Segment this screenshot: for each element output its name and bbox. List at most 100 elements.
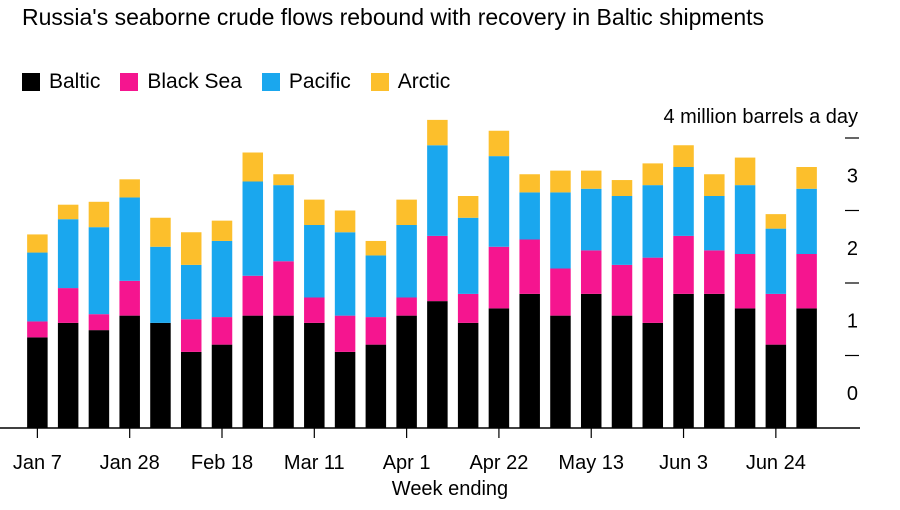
bar-black-sea-18 — [550, 268, 571, 316]
legend-label-arctic: Arctic — [397, 70, 451, 93]
bar-baltic-21 — [642, 322, 664, 429]
legend-swatch-black-sea — [120, 73, 139, 91]
bar-pacific-23 — [704, 196, 725, 251]
legend-item-pacific: Pacific — [261, 70, 351, 94]
bar-black-sea-20 — [611, 264, 633, 316]
bar-pacific-3 — [88, 227, 110, 315]
bar-arctic-4 — [119, 179, 140, 198]
bar-arctic-1 — [27, 234, 48, 253]
bar-arctic-15 — [457, 196, 479, 218]
bar-black-sea-14 — [427, 235, 448, 302]
bar-pacific-19 — [580, 188, 602, 251]
bar-pacific-9 — [273, 185, 294, 262]
unit-label: 4 million barrels a day — [663, 106, 858, 128]
legend-item-arctic: Arctic — [370, 70, 451, 94]
bar-black-sea-22 — [673, 235, 694, 294]
bar-baltic-7 — [211, 344, 233, 429]
bar-black-sea-9 — [273, 261, 294, 316]
bar-arctic-13 — [396, 199, 417, 226]
bar-arctic-12 — [365, 240, 387, 256]
bar-black-sea-8 — [242, 275, 264, 316]
bar-arctic-20 — [611, 180, 633, 196]
bar-pacific-5 — [150, 246, 171, 323]
bar-pacific-25 — [765, 228, 787, 294]
bar-baltic-23 — [704, 293, 725, 429]
x-axis: Jan 7 Jan 28 Feb 18 Mar 11 Apr 1 Apr 22 May 13… — [0, 427, 860, 474]
x-tick-label-4: Mar 11 — [284, 452, 345, 474]
bar-pacific-10 — [304, 225, 325, 298]
bar-pacific-1 — [27, 252, 48, 322]
bar-pacific-4 — [119, 197, 140, 281]
bar-black-sea-15 — [457, 293, 479, 323]
bar-baltic-11 — [334, 351, 356, 429]
bar-arctic-21 — [642, 163, 664, 186]
x-tick-label-2: Jan 28 — [100, 452, 160, 474]
bar-arctic-3 — [88, 201, 110, 228]
bar-baltic-22 — [673, 293, 694, 429]
bar-baltic-25 — [765, 344, 787, 429]
bar-black-sea-4 — [119, 280, 140, 316]
bar-baltic-6 — [180, 351, 202, 429]
bar-baltic-26 — [796, 308, 817, 429]
bar-black-sea-3 — [88, 314, 110, 331]
legend-label-pacific: Pacific — [288, 70, 351, 93]
bar-baltic-24 — [734, 308, 756, 429]
bar-pacific-18 — [550, 192, 571, 269]
bar-arctic-19 — [580, 170, 602, 189]
chart-title: Russia's seaborne crude flows rebound wi… — [22, 4, 765, 30]
bar-baltic-15 — [457, 322, 479, 429]
bar-baltic-12 — [365, 344, 387, 429]
bar-arctic-6 — [180, 232, 202, 265]
legend-swatch-baltic — [22, 73, 40, 91]
bar-pacific-14 — [427, 145, 448, 236]
bar-baltic-8 — [242, 315, 264, 429]
bar-black-sea-12 — [365, 317, 387, 345]
bar-arctic-24 — [734, 157, 756, 186]
bar-baltic-14 — [427, 301, 448, 429]
bar-pacific-13 — [396, 225, 417, 298]
x-tick-label-3: Feb 18 — [191, 452, 253, 474]
bar-arctic-11 — [334, 210, 356, 233]
bar-arctic-23 — [704, 174, 725, 196]
bar-baltic-9 — [273, 315, 294, 429]
bar-baltic-2 — [57, 322, 79, 429]
x-tick-label-7: May 13 — [558, 452, 624, 474]
bar-arctic-9 — [273, 174, 294, 186]
bar-black-sea-1 — [27, 321, 48, 338]
bar-baltic-13 — [396, 315, 417, 429]
legend-swatch-pacific — [261, 73, 280, 91]
bar-baltic-4 — [119, 315, 140, 429]
x-tick-label-8: Jun 3 — [659, 452, 708, 474]
bar-baltic-10 — [304, 322, 325, 429]
bar-baltic-18 — [550, 315, 571, 429]
y-tick-label-1: 1 — [847, 310, 858, 332]
bar-arctic-25 — [765, 214, 787, 229]
bars-group — [27, 119, 817, 429]
bar-pacific-8 — [242, 181, 264, 276]
bar-black-sea-24 — [734, 254, 756, 309]
bar-pacific-20 — [611, 196, 633, 265]
bar-pacific-24 — [734, 185, 756, 255]
y-tick-label-0: 0 — [847, 383, 858, 405]
bar-black-sea-6 — [180, 319, 202, 352]
legend-item-black-sea: Black Sea — [120, 70, 242, 94]
x-tick-label-6: Apr 22 — [469, 452, 528, 474]
bar-black-sea-11 — [334, 315, 356, 352]
bar-pacific-11 — [334, 232, 356, 316]
x-axis-label: Week ending — [392, 478, 508, 500]
bar-arctic-22 — [673, 145, 694, 167]
bar-black-sea-26 — [796, 254, 817, 309]
bar-arctic-17 — [519, 174, 540, 193]
bar-black-sea-21 — [642, 257, 664, 323]
bar-black-sea-17 — [519, 239, 540, 294]
bar-baltic-5 — [150, 322, 171, 429]
bar-baltic-20 — [611, 315, 633, 429]
bar-pacific-17 — [519, 192, 540, 240]
bar-baltic-19 — [580, 293, 602, 429]
legend-label-baltic: Baltic — [49, 70, 101, 93]
bar-arctic-7 — [211, 220, 233, 241]
bar-arctic-8 — [242, 152, 264, 182]
bar-arctic-10 — [304, 199, 325, 226]
bar-baltic-16 — [488, 308, 510, 429]
